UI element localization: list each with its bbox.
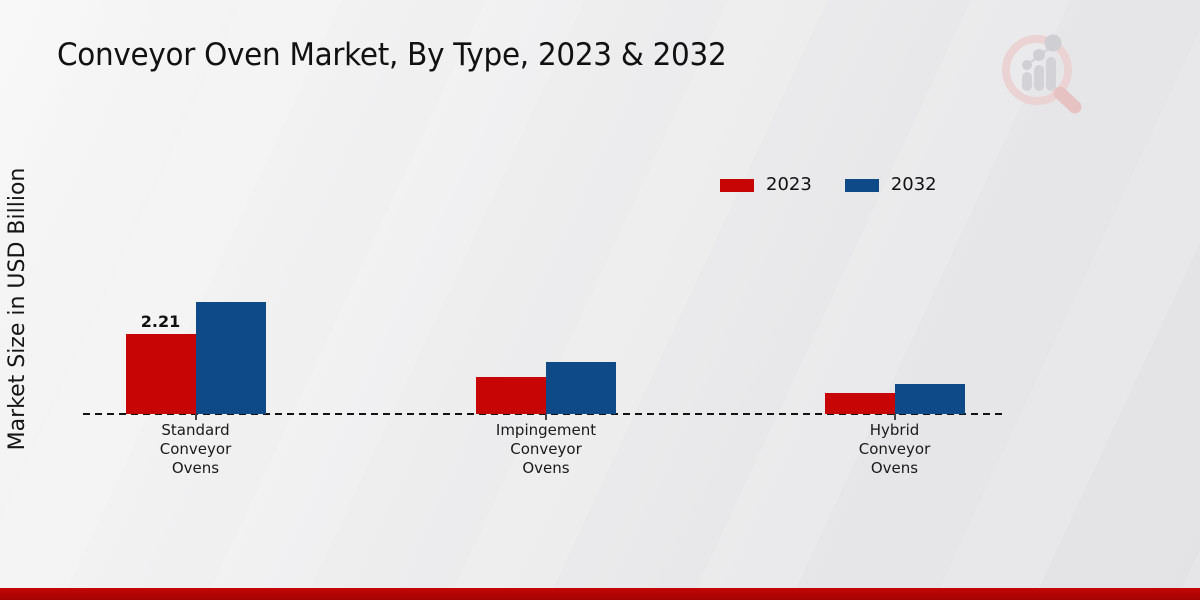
legend-swatch-2023 — [720, 179, 754, 192]
category-label-3: Hybrid Conveyor Ovens — [858, 421, 931, 477]
legend-item-2023: 2023 — [720, 174, 812, 195]
legend-item-2032: 2032 — [844, 174, 937, 195]
bar-2023-3 — [824, 393, 895, 414]
category-label-2: Impingement Conveyor Ovens — [495, 421, 597, 477]
bar-group-1 — [125, 302, 266, 414]
bar-2032-2 — [546, 361, 616, 414]
magnifier-bar-chart-logo-icon — [1002, 34, 1082, 114]
bar-2032-3 — [894, 384, 965, 414]
legend-swatch-2032 — [844, 179, 879, 192]
x-axis-tick — [194, 414, 197, 420]
bar-value-label: 2.21 — [140, 312, 181, 331]
footer-accent-bar — [0, 588, 1200, 600]
x-axis-tick — [545, 414, 547, 420]
category-label-1: Standard Conveyor Ovens — [159, 421, 232, 477]
bar-group-2 — [476, 361, 616, 414]
x-axis-tick — [893, 414, 896, 420]
bar-2023-1 — [125, 334, 196, 414]
bar-2032-1 — [195, 302, 266, 414]
bar-2023-2 — [476, 377, 546, 414]
bar-group-3 — [824, 384, 965, 414]
legend-label-2032: 2032 — [890, 174, 937, 195]
legend-label-2023: 2023 — [766, 174, 812, 195]
legend: 2023 2032 — [720, 174, 937, 195]
chart-title: Conveyor Oven Market, By Type, 2023 & 20… — [57, 37, 727, 73]
